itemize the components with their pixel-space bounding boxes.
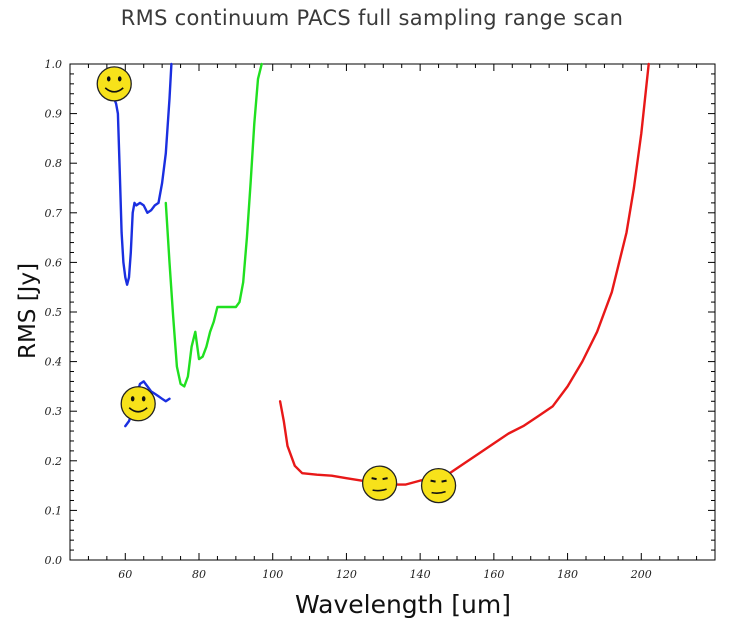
x-axis-label: Wavelength [um] [295, 590, 511, 619]
y-tick-label: 0.7 [45, 207, 63, 220]
smiley-eye [430, 479, 436, 483]
smiley-eye [382, 477, 388, 481]
y-tick-label: 0.9 [45, 108, 63, 121]
smiley-face-icon [96, 66, 132, 102]
smiley-face [96, 66, 132, 102]
smiley-eye [106, 76, 111, 82]
y-tick-label: 0.2 [45, 455, 63, 468]
y-tick-label: 0.0 [45, 554, 63, 567]
smiley-face [361, 465, 398, 501]
x-tick-label: 120 [336, 568, 357, 581]
smiley-eye [130, 396, 135, 402]
smiley-face-icon [120, 386, 156, 422]
y-tick-label: 0.1 [45, 504, 63, 517]
smiley-mouth [128, 407, 148, 413]
y-axis-label: RMS [Jy] [15, 262, 41, 360]
y-tick-label: 0.6 [45, 256, 63, 269]
series-line-4 [278, 62, 650, 486]
smiley-face-icon [420, 467, 457, 504]
x-tick-label: 180 [557, 568, 578, 581]
series-line-3 [164, 62, 263, 388]
smiley-mouth [431, 490, 446, 494]
x-tick-label: 140 [410, 568, 431, 581]
y-tick-label: 0.5 [45, 306, 63, 319]
series-line-1 [113, 62, 173, 286]
x-tick-label: 160 [483, 568, 504, 581]
smiley-face [120, 386, 156, 422]
x-tick-label: 80 [192, 568, 206, 581]
y-tick-label: 0.3 [45, 405, 63, 418]
y-tick-label: 0.8 [45, 157, 63, 170]
smiley-face [420, 467, 457, 504]
x-tick-label: 60 [118, 568, 132, 581]
smiley-eye [371, 477, 377, 481]
x-tick-label: 100 [262, 568, 283, 581]
smiley-eye [117, 76, 122, 82]
chart-title: RMS continuum PACS full sampling range s… [120, 6, 624, 30]
smiley-eye [441, 479, 447, 483]
smiley-mouth [372, 488, 387, 492]
smiley-face-icon [361, 465, 398, 501]
y-tick-label: 0.4 [45, 356, 63, 369]
y-tick-label: 1.0 [45, 58, 63, 71]
smiley-eye [141, 396, 146, 402]
smiley-mouth [104, 87, 124, 93]
x-tick-label: 200 [630, 568, 652, 581]
